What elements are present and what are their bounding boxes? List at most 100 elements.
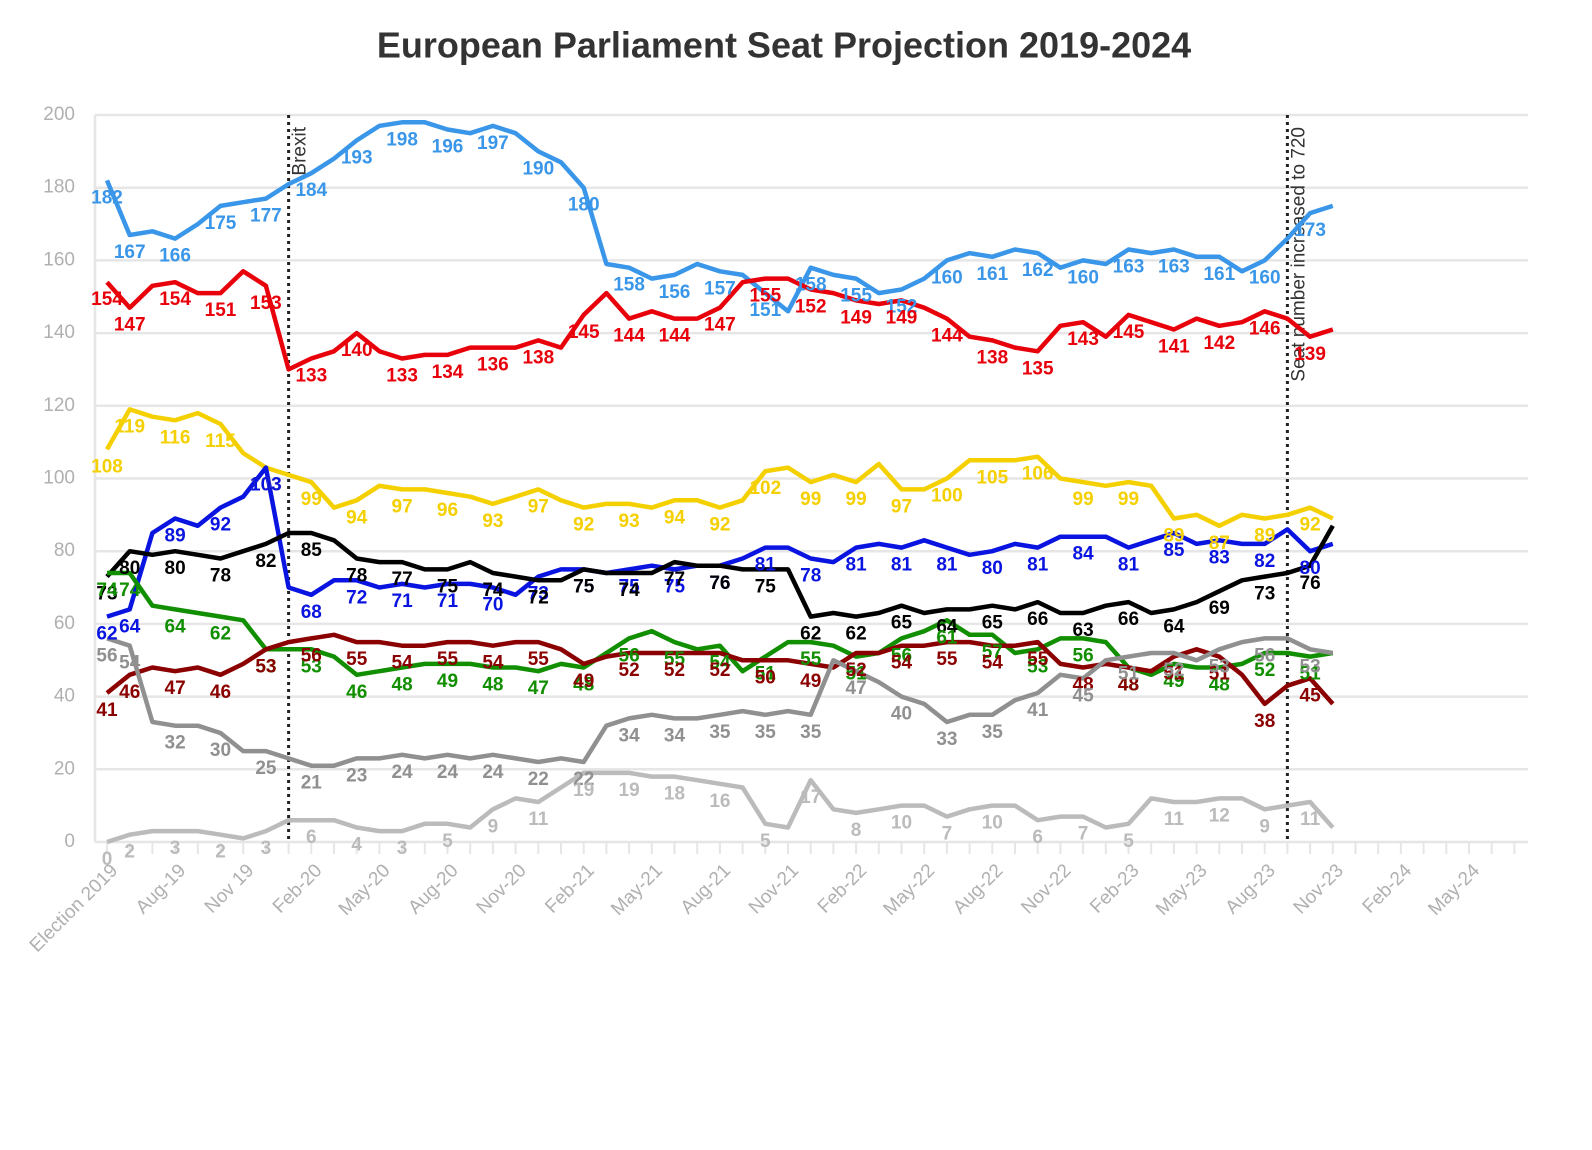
data-label: 102 bbox=[749, 478, 781, 499]
data-label: 56 bbox=[1254, 645, 1275, 666]
x-tick-label: Feb-21 bbox=[541, 860, 598, 917]
data-label: 100 bbox=[931, 486, 963, 507]
data-label: 65 bbox=[982, 613, 1004, 634]
data-label: 99 bbox=[301, 489, 322, 510]
data-label: 70 bbox=[482, 595, 503, 616]
y-tick-label: 200 bbox=[43, 104, 75, 125]
y-tick-label: 100 bbox=[43, 468, 75, 489]
data-label: 75 bbox=[573, 576, 595, 597]
data-label: 57 bbox=[982, 642, 1003, 663]
data-label: 55 bbox=[936, 649, 958, 670]
y-tick-label: 20 bbox=[54, 758, 75, 779]
data-label: 53 bbox=[301, 656, 322, 677]
data-label: 53 bbox=[1209, 656, 1230, 677]
data-label: 108 bbox=[91, 456, 123, 477]
data-label: 138 bbox=[976, 347, 1008, 368]
data-label: 198 bbox=[386, 129, 418, 150]
data-label: 160 bbox=[1067, 267, 1099, 288]
data-label: 149 bbox=[886, 307, 918, 328]
data-label: 133 bbox=[295, 366, 327, 387]
data-label: 25 bbox=[255, 758, 277, 779]
data-label: 64 bbox=[119, 616, 141, 637]
data-label: 73 bbox=[96, 584, 117, 605]
data-label: 155 bbox=[840, 286, 872, 307]
data-label: 99 bbox=[1118, 489, 1139, 510]
data-label: 80 bbox=[982, 558, 1003, 579]
data-label: 49 bbox=[437, 671, 458, 692]
data-label: 11 bbox=[1300, 809, 1321, 830]
data-label: 2 bbox=[124, 842, 135, 863]
data-label: 40 bbox=[891, 704, 912, 725]
annotation-text: Seat number increased to 720 bbox=[1288, 127, 1309, 382]
data-label: 151 bbox=[205, 300, 237, 321]
data-label: 99 bbox=[846, 489, 867, 510]
y-tick-label: 60 bbox=[54, 613, 75, 634]
x-tick-label: Aug-22 bbox=[949, 860, 1007, 918]
data-label: 52 bbox=[619, 660, 640, 681]
data-label: 55 bbox=[437, 649, 459, 670]
data-label: 180 bbox=[568, 195, 600, 216]
data-label: 93 bbox=[619, 511, 640, 532]
data-label: 55 bbox=[1027, 649, 1049, 670]
y-tick-label: 140 bbox=[43, 322, 75, 343]
data-label: 47 bbox=[165, 678, 186, 699]
data-label: 73 bbox=[528, 584, 549, 605]
data-label: 45 bbox=[1300, 685, 1322, 706]
data-label: 51 bbox=[755, 664, 777, 685]
data-label: 163 bbox=[1113, 257, 1145, 278]
data-label: 48 bbox=[1118, 675, 1139, 696]
data-label: 55 bbox=[346, 649, 368, 670]
data-label: 45 bbox=[1073, 685, 1095, 706]
data-label: 35 bbox=[755, 722, 777, 743]
series-line bbox=[106, 636, 1334, 768]
data-label: 22 bbox=[573, 769, 594, 790]
data-label: 190 bbox=[522, 158, 554, 179]
data-label: 92 bbox=[709, 515, 730, 536]
data-label: 166 bbox=[159, 246, 191, 267]
x-tick-label: Nov-21 bbox=[745, 860, 803, 918]
data-label: 93 bbox=[482, 511, 503, 532]
data-label: 34 bbox=[664, 725, 686, 746]
data-label: 47 bbox=[528, 678, 549, 699]
data-label: 89 bbox=[1163, 526, 1184, 547]
data-label: 11 bbox=[528, 809, 549, 830]
data-label: 105 bbox=[976, 467, 1008, 488]
data-label: 24 bbox=[482, 762, 504, 783]
data-label: 66 bbox=[1118, 609, 1139, 630]
data-label: 41 bbox=[96, 700, 118, 721]
annotation-text: Brexit bbox=[290, 126, 311, 175]
data-label: 38 bbox=[1254, 711, 1275, 732]
data-label: 85 bbox=[301, 540, 323, 561]
data-label: 12 bbox=[1209, 805, 1230, 826]
y-tick-label: 40 bbox=[54, 686, 75, 707]
data-label: 89 bbox=[1254, 526, 1275, 547]
data-label: 19 bbox=[573, 780, 594, 801]
data-label: 52 bbox=[1254, 660, 1275, 681]
data-label: 69 bbox=[1209, 598, 1230, 619]
data-label: 145 bbox=[1113, 322, 1145, 343]
data-label: 54 bbox=[709, 653, 731, 674]
data-label: 7 bbox=[942, 824, 953, 845]
data-label: 3 bbox=[170, 838, 181, 859]
data-label: 3 bbox=[261, 838, 272, 859]
data-label: 81 bbox=[891, 555, 913, 576]
x-tick-label: Feb-24 bbox=[1359, 860, 1417, 918]
data-label: 10 bbox=[891, 813, 912, 834]
data-label: 64 bbox=[165, 616, 187, 637]
data-label: 78 bbox=[800, 565, 821, 586]
data-label: 81 bbox=[936, 555, 958, 576]
data-label: 35 bbox=[982, 722, 1004, 743]
data-label: 143 bbox=[1067, 329, 1099, 350]
data-label: 24 bbox=[437, 762, 459, 783]
data-label: 54 bbox=[119, 653, 141, 674]
data-label: 53 bbox=[255, 656, 276, 677]
data-label: 152 bbox=[795, 296, 827, 317]
data-label: 77 bbox=[664, 569, 685, 590]
data-label: 81 bbox=[1118, 555, 1140, 576]
x-tick-label: Nov-20 bbox=[473, 860, 531, 918]
x-tick-label: Feb-23 bbox=[1086, 860, 1143, 917]
data-label: 83 bbox=[1209, 547, 1230, 568]
y-tick-label: 80 bbox=[54, 540, 75, 561]
x-tick-label: May-21 bbox=[607, 860, 667, 920]
